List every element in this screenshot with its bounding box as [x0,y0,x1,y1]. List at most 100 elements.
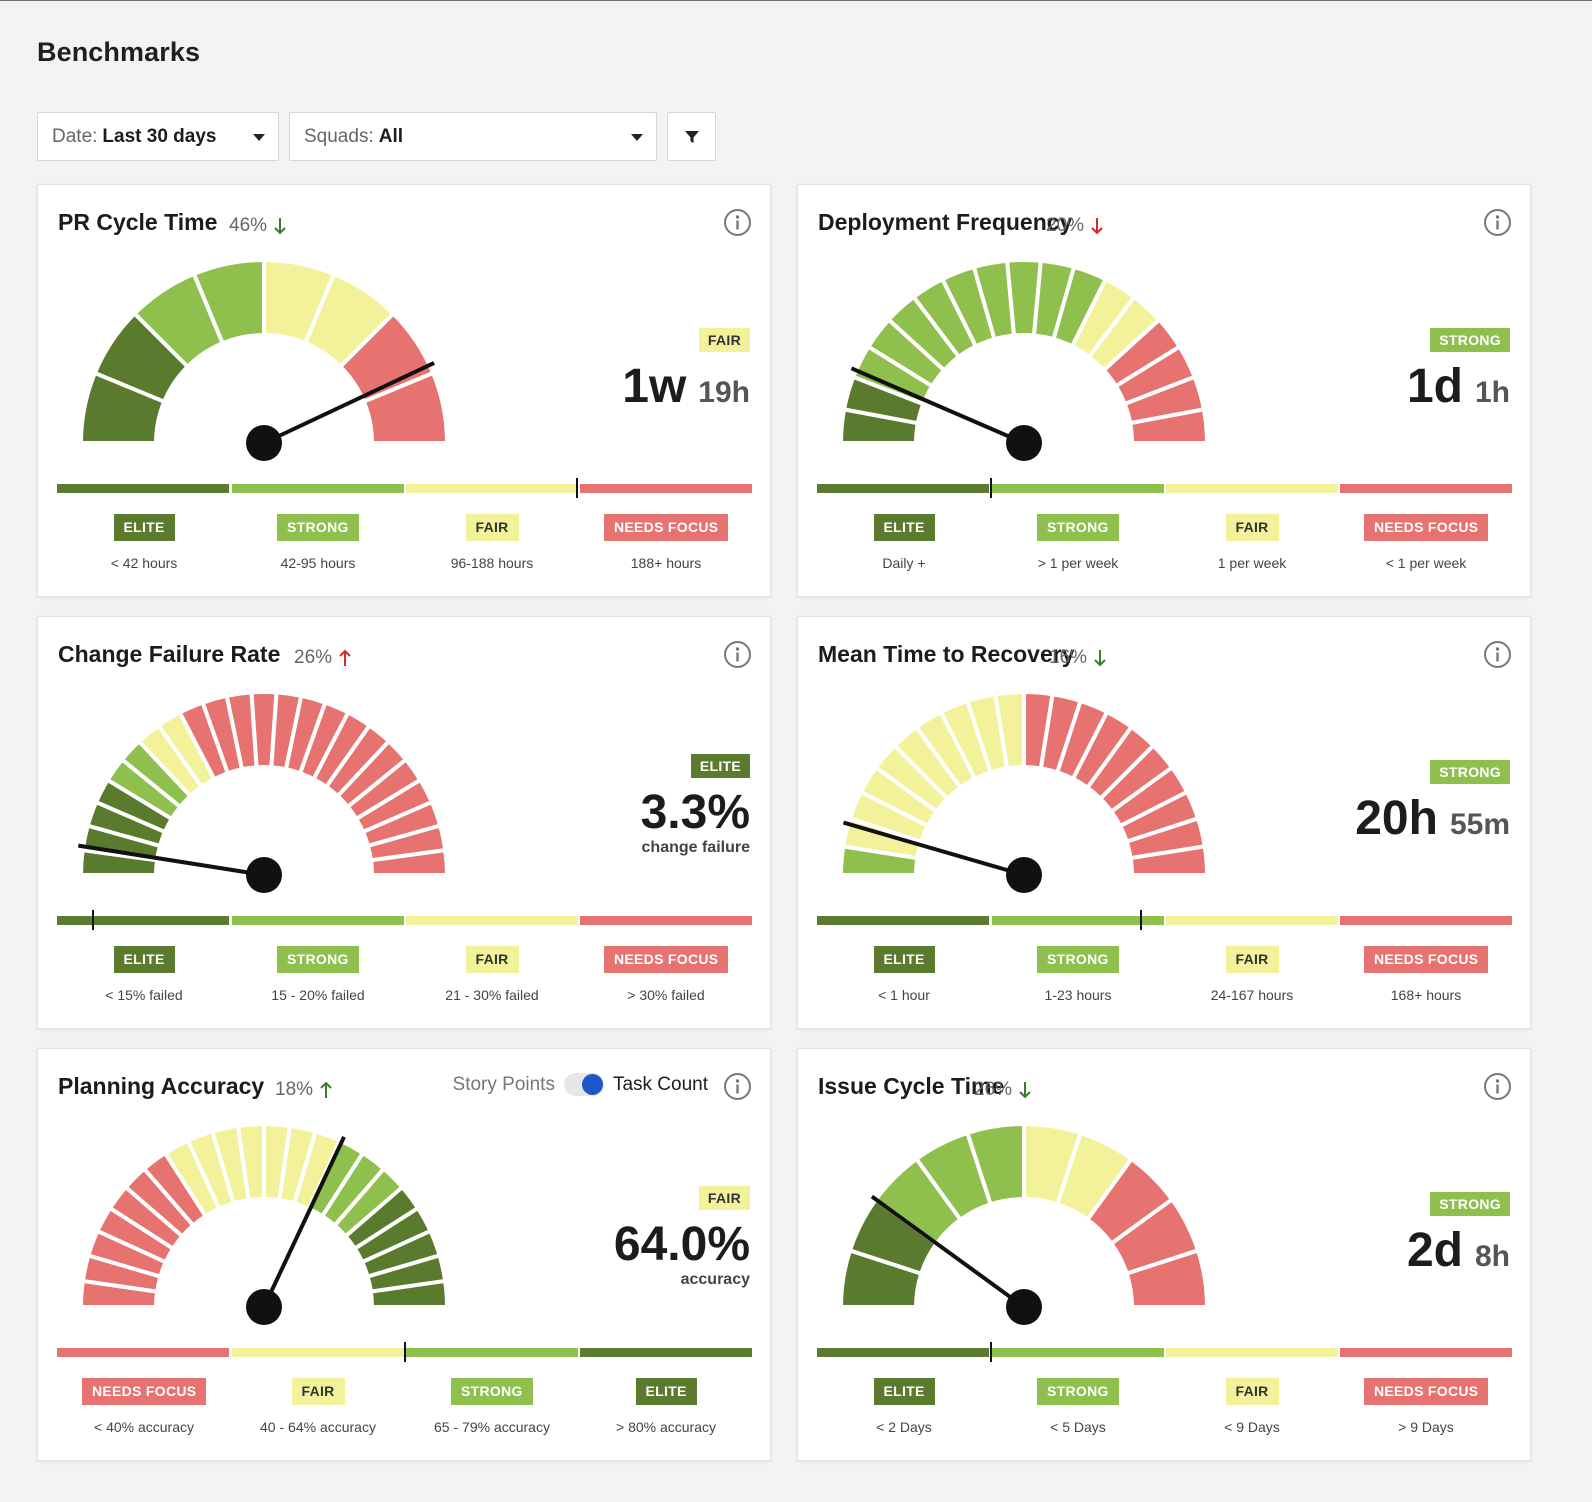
scale-segment-elite [580,1348,752,1357]
tier-badge-needs-focus: NEEDS FOCUS [1364,514,1489,541]
change-indicator: 16% [1049,647,1107,669]
change-indicator: 26% [294,647,352,669]
change-percent: 16% [1049,647,1088,668]
scale-marker [576,478,578,498]
benchmark-scale-bar [817,478,1513,498]
card-title: Issue Cycle Time [818,1073,1005,1099]
tier-range-label: 1-23 hours [1044,987,1112,1003]
gauge-chart [838,1121,1210,1325]
arrow-down-icon [1019,1082,1031,1099]
tier-badge-fair: FAIR [1225,514,1279,541]
card-title: Deployment Frequency [818,209,1073,235]
metric-card-change-failure-rate: Change Failure Rate 26% ELITE 3.3% change fa… [37,616,771,1029]
tier-range-label: 1 per week [1217,555,1287,571]
scale-segment-fair [1166,1348,1338,1357]
scale-segment-strong [992,916,1164,925]
change-indicator: 46% [229,215,287,237]
tier-badge-fair: FAIR [465,514,519,541]
metric-card-planning-accuracy: Planning Accuracy 18% Story Points Task Cou… [37,1048,771,1461]
metric-mode-toggle-group: Story Points Task Count [453,1073,708,1096]
card-title: Change Failure Rate [58,641,281,667]
gauge-chart [78,690,450,893]
metric-mode-toggle[interactable] [563,1073,604,1096]
scale-segment-strong [232,484,404,493]
date-filter-dropdown[interactable]: Date: Last 30 days [37,112,279,161]
info-icon[interactable] [1483,208,1512,237]
info-icon[interactable] [723,1072,752,1101]
change-percent: 46% [229,215,268,236]
status-badge: STRONG [1430,328,1510,352]
tier-range-label: < 42 hours [110,555,178,571]
tier-range-label: < 1 hour [878,987,930,1003]
benchmark-scale-bar [817,1342,1513,1362]
metric-value-secondary: 8h [1474,1240,1510,1273]
status-badge: FAIR [698,328,750,352]
squads-filter-dropdown[interactable]: Squads: All [289,112,657,161]
tier-range-label: 188+ hours [630,555,702,571]
scale-segment-needs-focus [1340,484,1512,493]
tier-badge-elite: ELITE [873,1378,935,1405]
gauge-segment [368,847,450,877]
tier-badge-elite: ELITE [635,1378,697,1405]
tier-range-label: 42-95 hours [280,555,356,571]
tier-badge-fair: FAIR [1225,946,1279,973]
gauge-hub [1006,425,1042,461]
gauge-chart [78,1121,450,1325]
gauge-hub [246,425,282,461]
change-indicator: 18% [275,1079,333,1101]
scale-segment-fair [406,484,578,493]
gauge-hub [1006,1289,1042,1325]
tier-badge-strong: STRONG [1037,514,1119,541]
tier-range-label: < 9 Days [1224,1419,1280,1435]
scale-marker [990,1342,992,1362]
tier-badge-needs-focus: NEEDS FOCUS [604,946,729,973]
scale-segment-needs-focus [1340,1348,1512,1357]
info-icon[interactable] [723,640,752,669]
change-percent: 26% [294,647,333,668]
metric-card-deployment-frequency: Deployment Frequency 20% STRONG 1d 1h ELITE Da… [797,184,1531,597]
arrow-down-icon [1091,218,1103,235]
metric-value: 20h 55m [1355,791,1510,846]
info-icon[interactable] [1483,640,1512,669]
metric-value-caption: accuracy [680,1271,750,1288]
chevron-down-icon [253,134,265,141]
tier-range-label: < 15% failed [105,987,183,1003]
scale-segment-elite [57,916,229,925]
tier-badge-strong: STRONG [1037,1378,1119,1405]
story-points-option[interactable]: Story Points [452,1073,555,1095]
tier-badge-elite: ELITE [873,946,935,973]
tier-range-label: 40 - 64% accuracy [260,1419,376,1435]
tier-range-label: 96-188 hours [450,555,534,571]
filter-button[interactable] [667,112,716,161]
metric-value-primary: 1w [622,360,687,413]
metric-value-primary: 64.0% [613,1218,750,1271]
arrow-up-icon [339,649,351,666]
tier-badge-needs-focus: NEEDS FOCUS [1364,946,1489,973]
metric-value-primary: 20h [1355,792,1438,845]
tier-badge-elite: ELITE [113,514,175,541]
gauge-needle [262,1136,346,1308]
task-count-option[interactable]: Task Count [612,1073,708,1095]
gauge-needle [842,820,1025,877]
tier-range-label: 15 - 20% failed [271,987,365,1003]
change-indicator: 20% [1046,215,1104,237]
tier-badge-strong: STRONG [277,514,359,541]
metric-value: 3.3% [641,785,750,840]
gauge-hub [246,1289,282,1325]
metric-value: 64.0% [614,1217,750,1272]
scale-segment-fair [406,916,578,925]
metric-value-secondary: 19h [698,376,750,409]
scale-segment-elite [817,916,989,925]
scale-marker [92,910,94,930]
tier-range-label: < 2 Days [876,1419,932,1435]
metric-value-primary: 2d [1406,1224,1463,1277]
tier-badge-needs-focus: NEEDS FOCUS [82,1378,207,1405]
info-icon[interactable] [723,208,752,237]
info-icon[interactable] [1483,1072,1512,1101]
scale-segment-strong [992,484,1164,493]
scale-segment-strong [992,1348,1164,1357]
tier-range-label: > 9 Days [1398,1419,1454,1435]
metric-value: 1d 1h [1407,359,1510,414]
scale-segment-needs-focus [57,1348,229,1357]
change-percent: 18% [275,1079,314,1100]
